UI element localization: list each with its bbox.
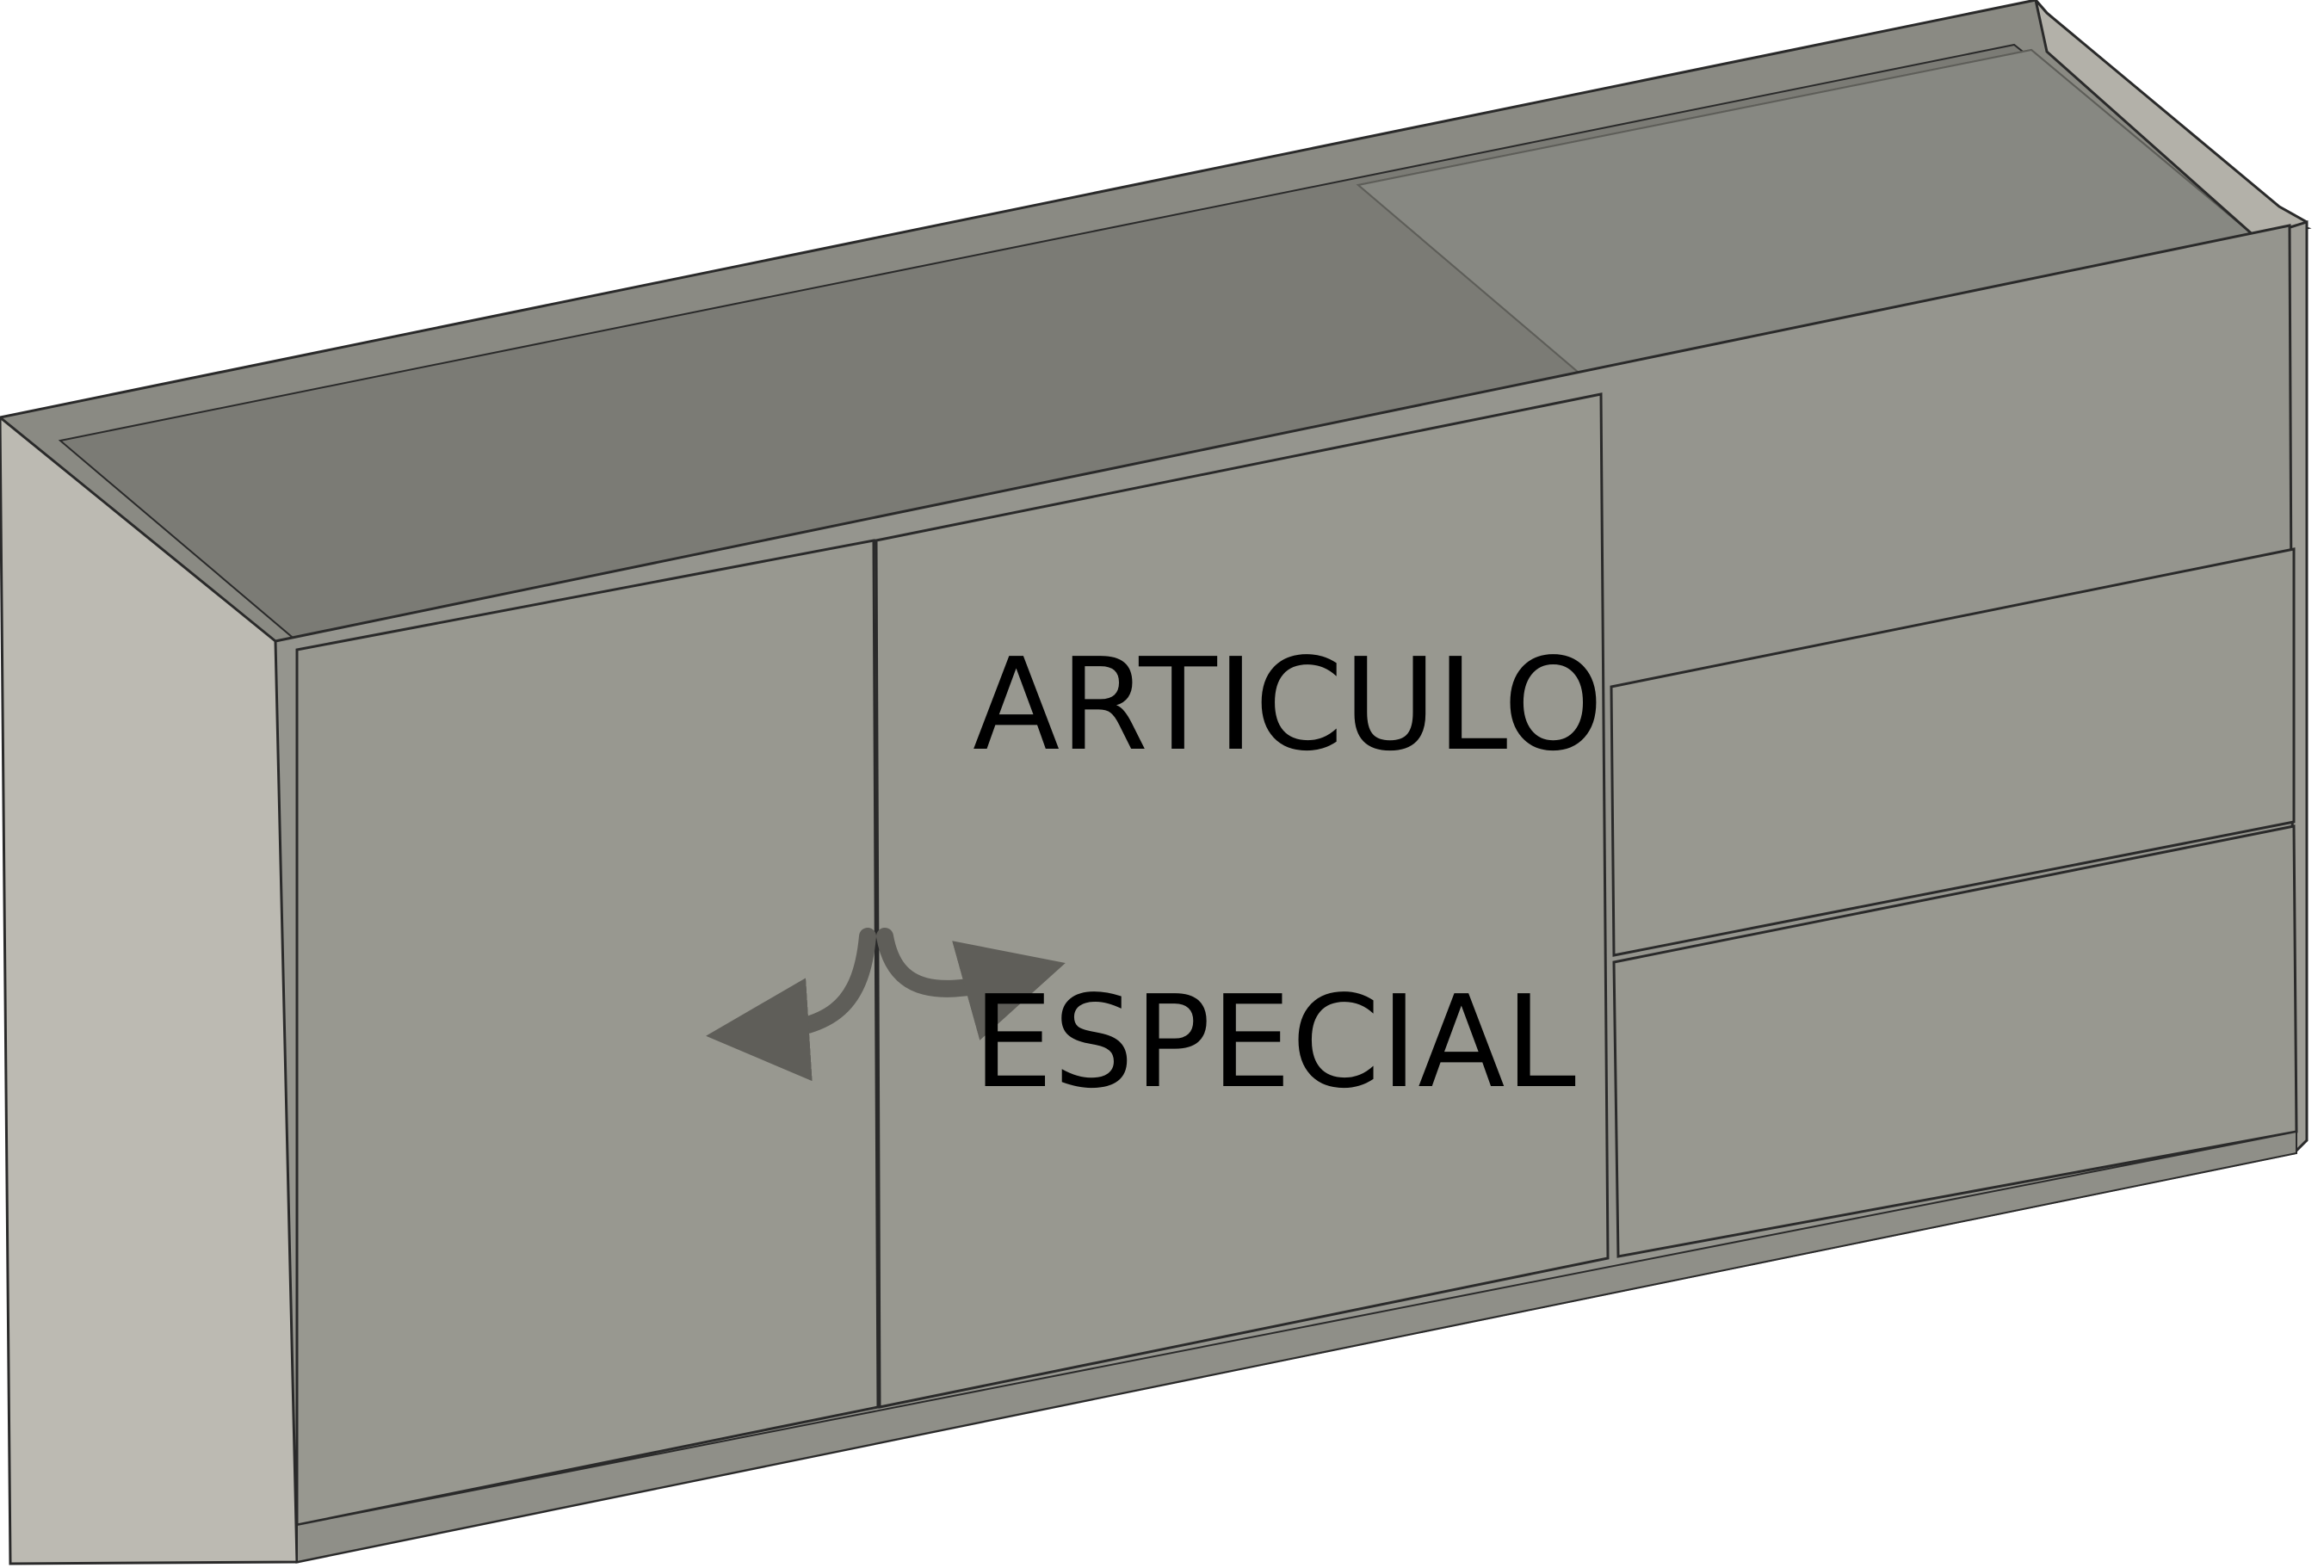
middle-door: [875, 392, 1610, 1409]
left-door: [295, 539, 880, 1527]
label-especial: ESPECIAL: [973, 968, 1576, 1116]
base-rail: [296, 1130, 2297, 1564]
upper-drawer: [1610, 547, 2296, 957]
double-door-opening-arrows-icon: [706, 928, 1066, 1082]
label-articulo: ARTICULO: [973, 631, 1604, 779]
